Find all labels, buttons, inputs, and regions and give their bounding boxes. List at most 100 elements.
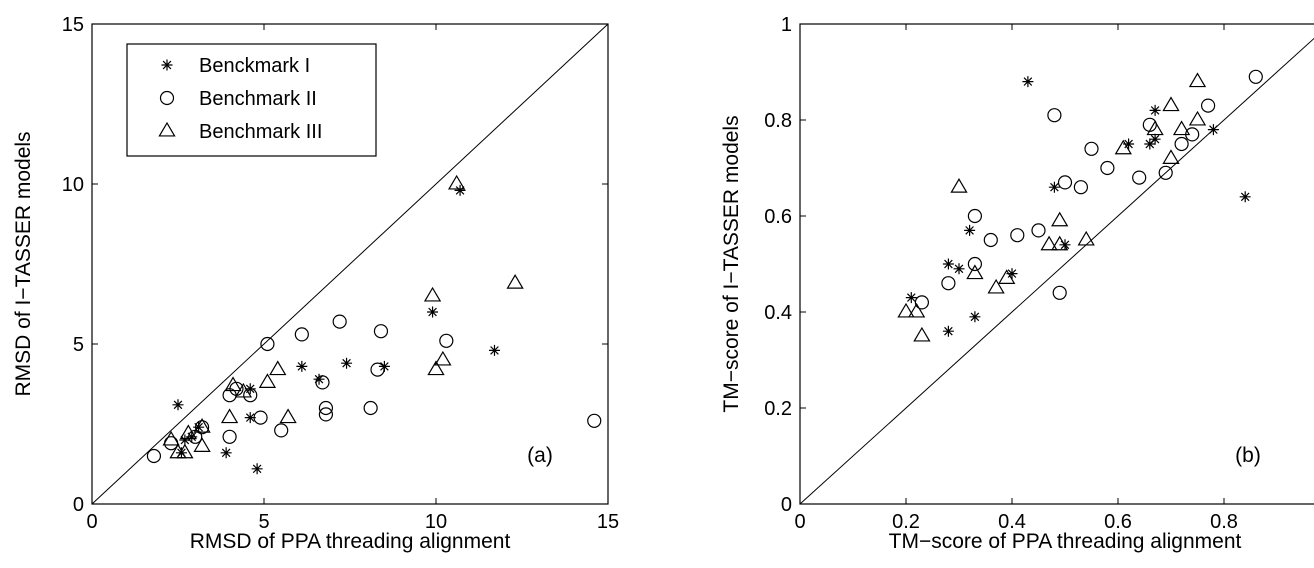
data-point-circle (1132, 170, 1147, 185)
data-point-star (186, 431, 198, 443)
x-tick-label: 0.2 (892, 511, 920, 533)
y-tick-label: 5 (73, 334, 84, 356)
data-point-star (296, 360, 308, 372)
x-tick-label: 10 (425, 511, 447, 533)
x-axis-label: RMSD of PPA threading alignment (190, 530, 511, 553)
data-point-circle (1057, 175, 1073, 190)
legend-label: Benchmark III (199, 121, 322, 143)
data-point-triangle (447, 174, 466, 190)
data-point-circle (1052, 285, 1067, 300)
data-point-triangle (1077, 230, 1095, 246)
data-point-star (193, 421, 205, 433)
data-point-circle (587, 413, 602, 428)
series-star (905, 76, 1251, 337)
data-point-star (1022, 76, 1034, 88)
series-star (172, 184, 500, 475)
data-point-star (942, 258, 954, 270)
data-point-triangle (1188, 72, 1207, 88)
chart-panel-a: 0 5 10 15 0 5 10 15 RMSD of PPA threading alignm… (12, 14, 619, 553)
data-point-triangle (427, 360, 445, 376)
y-tick-label: 10 (62, 174, 84, 196)
y-tick-label: 0.4 (764, 302, 792, 324)
data-point-circle (146, 448, 162, 464)
data-point-star (905, 292, 917, 304)
panel-label: (a) (527, 444, 553, 467)
data-point-triangle (1162, 149, 1180, 164)
data-point-triangle (950, 178, 968, 193)
data-point-star (964, 224, 976, 236)
data-point-triangle (193, 437, 211, 452)
y-tick-label: 0.6 (764, 206, 792, 228)
data-point-triangle (1051, 235, 1069, 251)
y-axis-label: TM−score of I−TASSER models (720, 115, 743, 412)
data-point-star (1207, 124, 1219, 136)
data-point-star (341, 357, 353, 369)
data-point-circle (1100, 160, 1115, 176)
data-point-triangle (179, 424, 197, 440)
x-tick-label: 0.8 (1210, 511, 1238, 533)
y-tick-label: 0 (781, 494, 792, 516)
data-point-triangle (1162, 96, 1180, 112)
data-point-star (172, 399, 184, 411)
data-point-triangle (269, 360, 287, 376)
data-point-circle (260, 336, 275, 352)
x-tick-label: 15 (597, 511, 619, 533)
data-point-circle (274, 423, 289, 438)
diagonal-line (91, 23, 609, 505)
data-point-triangle (434, 350, 452, 366)
data-point-triangle (224, 376, 242, 392)
data-point-triangle (987, 278, 1005, 294)
series-triangle (162, 174, 524, 459)
data-point-star (488, 344, 500, 356)
legend-marker-circle (159, 90, 175, 106)
x-tick-label: 0.4 (998, 511, 1026, 533)
x-tick-label: 0 (86, 511, 97, 533)
x-tick-label: 0.6 (1104, 511, 1132, 533)
x-tick-label: 0 (794, 511, 805, 533)
data-point-triangle (279, 408, 297, 424)
data-point-triangle (506, 274, 524, 289)
data-point-triangle (220, 408, 239, 424)
data-point-star (969, 311, 981, 323)
data-point-circle (294, 327, 309, 342)
plot-frame (799, 23, 1314, 505)
data-point-circle (194, 420, 210, 435)
data-point-star (1006, 268, 1018, 280)
x-tick-label: 5 (258, 511, 269, 533)
data-point-triangle (913, 326, 931, 342)
data-point-triangle (907, 302, 926, 318)
data-point-star (1149, 133, 1161, 145)
data-point-circle (967, 208, 983, 224)
data-point-triangle (423, 286, 442, 302)
data-point-circle (439, 333, 454, 348)
data-point-circle (1248, 69, 1263, 84)
data-point-circle (373, 324, 389, 339)
diagonal-line (799, 37, 1314, 505)
data-point-circle (332, 314, 347, 329)
data-point-star (378, 360, 390, 372)
data-point-star (220, 447, 232, 459)
data-point-circle (222, 429, 237, 444)
data-point-triangle (1114, 139, 1132, 155)
data-point-circle (1142, 117, 1157, 132)
data-point-circle (1047, 108, 1062, 123)
panel-label: (b) (1235, 444, 1261, 467)
data-point-circle (1031, 223, 1046, 238)
data-point-triangle (966, 264, 984, 280)
data-point-circle (983, 232, 998, 248)
data-point-star (1048, 181, 1060, 193)
data-point-triangle (897, 302, 915, 318)
data-point-triangle (998, 269, 1016, 284)
data-point-triangle (258, 373, 277, 388)
legend-marker-star (161, 59, 173, 71)
legend-label: Benchmark II (199, 88, 317, 110)
data-point-circle (315, 375, 330, 390)
data-point-circle (253, 410, 268, 425)
data-point-star (175, 447, 187, 459)
data-point-triangle (1172, 120, 1191, 136)
y-tick-label: 1 (781, 14, 792, 36)
data-point-circle (941, 276, 956, 291)
data-point-circle (1073, 180, 1089, 195)
data-point-circle (1084, 141, 1099, 156)
